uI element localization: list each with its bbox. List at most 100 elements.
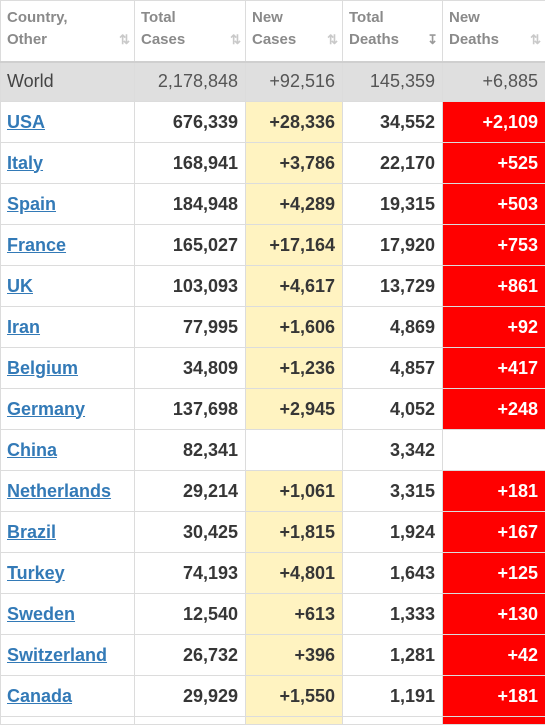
new-cases-cell: +3,786: [245, 142, 343, 184]
country-link[interactable]: China: [7, 439, 58, 460]
country-cell: China: [0, 429, 135, 471]
new-deaths-cell: +861: [442, 265, 545, 307]
new-deaths-cell: +92: [442, 306, 545, 348]
country-link[interactable]: Spain: [7, 193, 57, 214]
header-country[interactable]: Country, Other ⇅: [0, 0, 135, 63]
country-link[interactable]: Belgium: [7, 357, 79, 378]
total-cases-cell: 82,341: [134, 429, 246, 471]
country-link[interactable]: Germany: [7, 398, 86, 419]
header-total-deaths[interactable]: Total Deaths ↧: [342, 0, 443, 63]
new-cases-cell: [245, 429, 343, 471]
total-deaths-cell: 3,315: [342, 470, 443, 512]
world-new-cases: +92,516: [245, 61, 343, 102]
country-link[interactable]: Iran: [7, 316, 41, 337]
new-cases-cell: +4,801: [245, 552, 343, 594]
country-link[interactable]: Sweden: [7, 603, 76, 624]
table-row: Italy 168,941 +3,786 22,170 +525: [0, 142, 545, 184]
header-new-cases[interactable]: New Cases ⇅: [245, 0, 343, 63]
total-cases-cell: 77,995: [134, 306, 246, 348]
world-row: World 2,178,848 +92,516 145,359 +6,885: [0, 61, 545, 102]
header-total-cases[interactable]: Total Cases ⇅: [134, 0, 246, 63]
country-cell: USA: [0, 101, 135, 143]
sort-both-icon[interactable]: ⇅: [119, 32, 130, 47]
new-deaths-cell: +525: [442, 142, 545, 184]
total-deaths-cell: 1,191: [342, 675, 443, 717]
country-cell: Spain: [0, 183, 135, 225]
header-new-deaths-label: New Deaths: [449, 9, 500, 48]
sort-both-icon[interactable]: ⇅: [327, 32, 338, 47]
country-link[interactable]: Canada: [7, 685, 73, 706]
total-deaths-cell: 1,924: [342, 511, 443, 553]
world-total-deaths: 145,359: [342, 61, 443, 102]
table-row: Turkey 74,193 +4,801 1,643 +125: [0, 552, 545, 594]
total-deaths-cell: 13,729: [342, 265, 443, 307]
total-deaths-cell: 1,281: [342, 634, 443, 676]
header-total-cases-label: Total Cases: [141, 9, 186, 48]
world-new-deaths: +6,885: [442, 61, 545, 102]
country-cell: Italy: [0, 142, 135, 184]
total-deaths-cell: 19,315: [342, 183, 443, 225]
country-link[interactable]: USA: [7, 111, 46, 132]
total-cases-cell: 29,929: [134, 675, 246, 717]
total-deaths-cell: 34,552: [342, 101, 443, 143]
header-row: Country, Other ⇅ Total Cases ⇅ New Cases ⇅ …: [0, 0, 545, 63]
country-cell: Turkey: [0, 552, 135, 594]
total-deaths-cell: 3,342: [342, 429, 443, 471]
sort-desc-icon[interactable]: ↧: [427, 32, 438, 47]
country-link[interactable]: UK: [7, 275, 33, 296]
new-deaths-cell: +2,109: [442, 101, 545, 143]
country-link[interactable]: Italy: [7, 152, 44, 173]
new-cases-cell: +17,164: [245, 224, 343, 266]
total-cases-cell: 165,027: [134, 224, 246, 266]
new-cases-cell: +613: [245, 593, 343, 635]
country-cell: Netherlands: [0, 470, 135, 512]
total-cases-cell: 26,732: [134, 634, 246, 676]
country-link[interactable]: France: [7, 234, 67, 255]
table-row: UK 103,093 +4,617 13,729 +861: [0, 265, 545, 307]
country-link[interactable]: Netherlands: [7, 480, 112, 501]
total-deaths-cell: [342, 716, 443, 725]
header-new-deaths[interactable]: New Deaths ⇅: [442, 0, 545, 63]
total-cases-cell: 103,093: [134, 265, 246, 307]
total-deaths-cell: 4,869: [342, 306, 443, 348]
new-deaths-cell: +181: [442, 675, 545, 717]
sort-both-icon[interactable]: ⇅: [230, 32, 241, 47]
country-cell: [0, 716, 135, 725]
total-cases-cell: 168,941: [134, 142, 246, 184]
table-row: Sweden 12,540 +613 1,333 +130: [0, 593, 545, 635]
world-total-cases: 2,178,848: [134, 61, 246, 102]
sort-both-icon[interactable]: ⇅: [530, 32, 541, 47]
country-cell: UK: [0, 265, 135, 307]
new-deaths-cell: +417: [442, 347, 545, 389]
new-cases-cell: +1,236: [245, 347, 343, 389]
new-cases-cell: +396: [245, 634, 343, 676]
table-row: [0, 716, 545, 725]
world-country: World: [0, 61, 135, 102]
country-link[interactable]: Brazil: [7, 521, 57, 542]
new-cases-cell: +4,289: [245, 183, 343, 225]
total-deaths-cell: 1,643: [342, 552, 443, 594]
total-cases-cell: 676,339: [134, 101, 246, 143]
table-row: Switzerland 26,732 +396 1,281 +42: [0, 634, 545, 676]
country-cell: Iran: [0, 306, 135, 348]
country-cell: France: [0, 224, 135, 266]
new-deaths-cell: +167: [442, 511, 545, 553]
table-row: Canada 29,929 +1,550 1,191 +181: [0, 675, 545, 717]
table-row: Belgium 34,809 +1,236 4,857 +417: [0, 347, 545, 389]
country-link[interactable]: Turkey: [7, 562, 65, 583]
total-deaths-cell: 17,920: [342, 224, 443, 266]
new-deaths-cell: +130: [442, 593, 545, 635]
total-cases-cell: 137,698: [134, 388, 246, 430]
new-deaths-cell: +753: [442, 224, 545, 266]
new-deaths-cell: +125: [442, 552, 545, 594]
country-link[interactable]: Switzerland: [7, 644, 108, 665]
table-row: USA 676,339 +28,336 34,552 +2,109: [0, 101, 545, 143]
country-cell: Canada: [0, 675, 135, 717]
total-cases-cell: 29,214: [134, 470, 246, 512]
new-cases-cell: +4,617: [245, 265, 343, 307]
header-total-deaths-label: Total Deaths: [349, 9, 400, 48]
table-row: France 165,027 +17,164 17,920 +753: [0, 224, 545, 266]
table-row: Brazil 30,425 +1,815 1,924 +167: [0, 511, 545, 553]
total-cases-cell: 30,425: [134, 511, 246, 553]
total-cases-cell: 34,809: [134, 347, 246, 389]
